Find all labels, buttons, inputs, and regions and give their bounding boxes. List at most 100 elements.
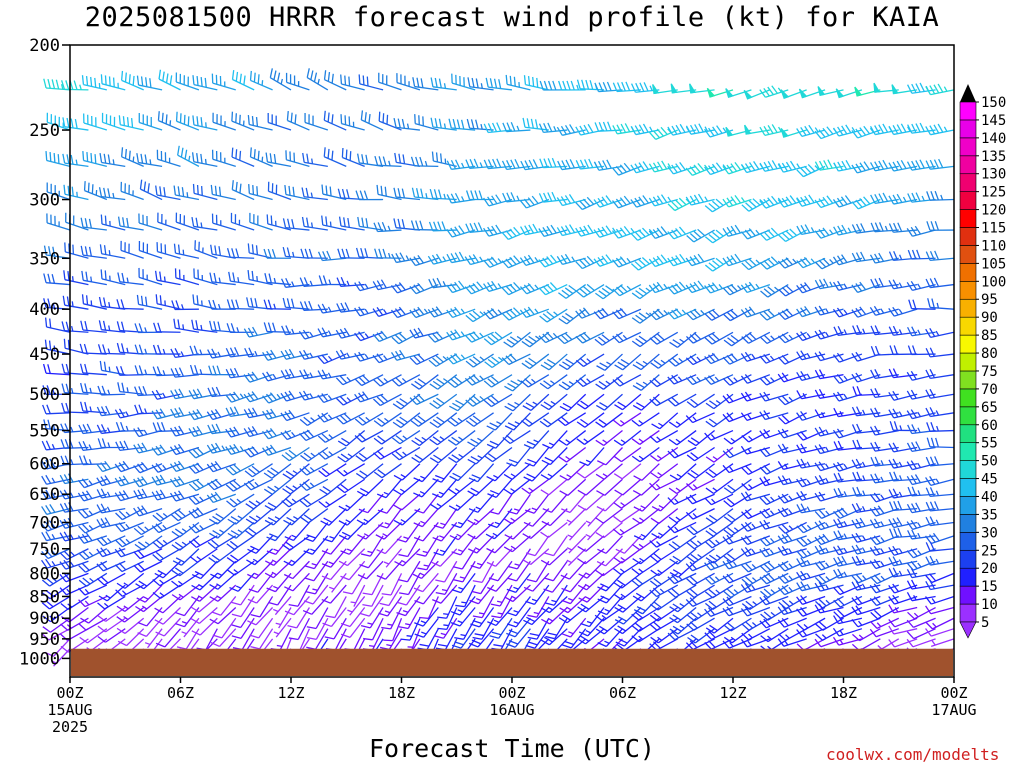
colorbar-label: 120 (981, 203, 1006, 219)
wind-barb (704, 352, 734, 365)
wind-barb (99, 244, 126, 259)
wind-barb (61, 606, 89, 623)
wind-barb (759, 85, 789, 98)
wind-barb (347, 596, 366, 616)
wind-barb (375, 521, 402, 540)
wind-barb (526, 560, 550, 583)
wind-barb (870, 407, 899, 418)
wind-barb (417, 548, 439, 571)
wind-barb (396, 73, 421, 91)
wind-barb (429, 446, 458, 464)
wind-barb (907, 122, 936, 134)
wind-barb (851, 161, 881, 174)
wind-barb (362, 584, 384, 607)
wind-barb (80, 217, 107, 231)
wind-barb (632, 478, 660, 496)
wind-barb (306, 607, 329, 630)
wind-barb (796, 617, 826, 631)
colorbar-max-arrow (960, 84, 976, 102)
wind-barb (740, 306, 771, 318)
wind-barb (685, 331, 715, 344)
wind-barb (282, 478, 310, 495)
colorbar-swatch (959, 281, 977, 300)
wind-barb (170, 508, 200, 522)
wind-barb (173, 185, 200, 201)
wind-barb (544, 535, 568, 557)
wind-barb (669, 595, 697, 613)
wind-barb (77, 532, 108, 544)
wind-barb (80, 382, 107, 395)
wind-barb (651, 412, 679, 430)
wind-barb (906, 502, 936, 514)
wind-barb (503, 535, 531, 553)
wind-barb (273, 617, 292, 638)
wind-barb (484, 446, 513, 463)
wind-barb (540, 393, 568, 411)
wind-barb (96, 535, 126, 547)
wind-barb (453, 560, 476, 583)
wind-barb (502, 430, 531, 445)
colorbar-label: 25 (981, 543, 998, 559)
wind-barb (211, 73, 236, 91)
wind-barb (540, 521, 568, 538)
wind-barb (304, 112, 329, 131)
wind-barb (329, 572, 347, 593)
wind-barb (117, 272, 144, 286)
wind-barb (685, 280, 715, 294)
wind-barb (523, 430, 550, 449)
wind-barb (686, 606, 715, 622)
wind-barb (360, 535, 384, 557)
wind-barb (888, 442, 918, 453)
wind-barb (540, 548, 568, 566)
colorbar-swatch (959, 424, 977, 443)
wind-barb (98, 584, 126, 602)
wind-barb (156, 242, 181, 259)
wind-barb (231, 111, 255, 131)
wind-barb (575, 283, 605, 298)
wind-barb (925, 277, 955, 289)
wind-barb (906, 225, 936, 237)
colorbar-swatch (959, 388, 977, 408)
wind-barb (487, 607, 513, 627)
wind-barb (357, 216, 384, 231)
wind-barb (907, 606, 936, 620)
wind-barb (226, 299, 255, 310)
colorbar-label: 60 (981, 418, 998, 434)
wind-barb (303, 522, 329, 542)
wind-barb (171, 560, 200, 577)
wind-barb (414, 607, 439, 627)
wind-barb (759, 227, 789, 241)
wind-barb (888, 545, 918, 556)
wind-barb (243, 407, 273, 419)
colorbar-label: 15 (981, 579, 998, 595)
wind-barb (446, 159, 476, 170)
wind-barb (262, 349, 292, 361)
wind-barb (284, 522, 310, 542)
wind-barb (595, 617, 623, 635)
wind-barb (318, 463, 347, 478)
wind-barb (759, 572, 789, 585)
wind-barb (888, 488, 918, 499)
x-tick-label: 15AUG (47, 701, 92, 719)
wind-barb (723, 508, 752, 523)
wind-barb (780, 89, 807, 99)
wind-barb (354, 429, 384, 443)
wind-barb (360, 110, 384, 131)
wind-barb (393, 493, 421, 511)
wind-barb (336, 478, 366, 494)
wind-barb (851, 406, 881, 417)
wind-barb (188, 478, 218, 492)
colorbar-label: 30 (981, 525, 998, 541)
wind-barb (96, 560, 126, 572)
wind-barb (833, 555, 863, 567)
wind-barb (211, 213, 236, 231)
credit-link[interactable]: coolwx.com/modelts (826, 745, 1000, 764)
wind-barb (631, 617, 660, 632)
wind-barb (539, 157, 568, 169)
colorbar-label: 5 (981, 615, 989, 631)
wind-barb (413, 463, 439, 483)
wind-barb (814, 508, 844, 519)
wind-barb (577, 478, 605, 496)
wind-barb (669, 331, 697, 348)
